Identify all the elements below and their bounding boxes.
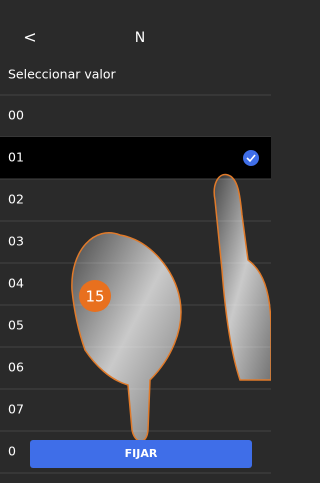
back-button[interactable]: < [23, 28, 36, 47]
check-icon [243, 150, 259, 166]
list-item[interactable]: 0 [8, 444, 16, 459]
list-item[interactable]: 04 [8, 276, 24, 291]
set-button-label[interactable]: FIJAR [125, 447, 158, 460]
list-item[interactable]: 03 [8, 234, 24, 249]
list-item[interactable]: 05 [8, 318, 24, 333]
list-item[interactable]: 06 [8, 360, 24, 375]
list-item[interactable]: 07 [8, 402, 24, 417]
header-title: N [135, 30, 145, 46]
subtitle: Seleccionar valor [8, 67, 117, 82]
list-item[interactable]: 02 [8, 192, 24, 207]
list-item[interactable]: 01 [8, 150, 24, 165]
page: {"header": {"back": "<", "title": "N"}, … [0, 0, 271, 483]
screen: < N Seleccionar valor 00010203040506070 … [0, 0, 271, 483]
step-badge-label: 15 [85, 288, 104, 306]
selected-row [0, 137, 271, 179]
list-item[interactable]: 00 [8, 108, 24, 123]
